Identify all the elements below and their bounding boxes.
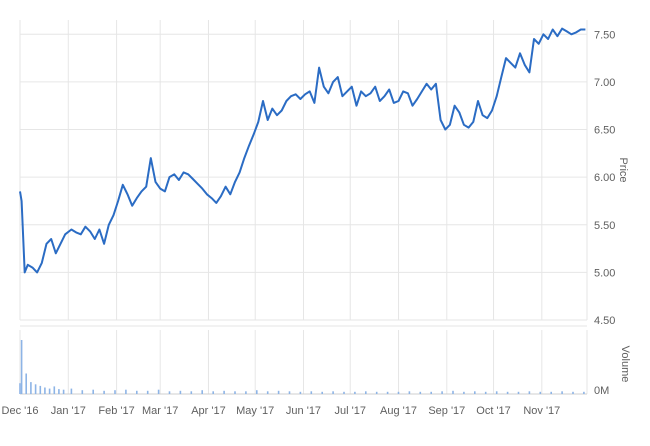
x-tick-label: Apr '17 bbox=[191, 405, 226, 417]
volume-bar bbox=[136, 390, 138, 394]
price-y-tick-label: 6.00 bbox=[594, 172, 615, 184]
volume-bar bbox=[53, 386, 56, 394]
volume-bar bbox=[146, 390, 149, 394]
volume-bar bbox=[62, 389, 65, 394]
volume-y-tick-label: 0M bbox=[594, 385, 609, 397]
price-line bbox=[19, 27, 586, 274]
volume-bar bbox=[25, 373, 27, 394]
volume-bar bbox=[386, 391, 389, 394]
volume-bar bbox=[572, 391, 574, 394]
x-tick-label: Mar '17 bbox=[142, 405, 178, 417]
volume-bar bbox=[419, 391, 422, 394]
volume-bar bbox=[452, 390, 454, 394]
volume-bar bbox=[201, 390, 203, 394]
volume-bar bbox=[70, 388, 73, 394]
volume-bar bbox=[561, 391, 563, 394]
volume-bar bbox=[321, 391, 323, 394]
volume-bar bbox=[550, 391, 552, 394]
volume-bar bbox=[528, 391, 531, 394]
x-tick-label: Aug '17 bbox=[380, 405, 417, 417]
price-y-tick-label: 5.00 bbox=[594, 267, 615, 279]
volume-bar bbox=[58, 389, 60, 394]
volume-bar bbox=[48, 388, 51, 394]
x-axis-ticks: Dec '16 Jan '17 Feb '17 Mar '17 Apr '17 May '… bbox=[2, 405, 561, 417]
x-tick-label: Dec '16 bbox=[2, 405, 39, 417]
volume-bar bbox=[397, 391, 400, 394]
price-y-tick-label: 6.50 bbox=[594, 125, 615, 137]
volume-axis-title: Volume bbox=[619, 346, 631, 383]
price-y-tick-label: 5.50 bbox=[594, 220, 615, 232]
volume-bar bbox=[583, 391, 585, 394]
volume-bar bbox=[266, 391, 269, 394]
volume-bar bbox=[343, 391, 345, 394]
x-tick-label: May '17 bbox=[236, 405, 274, 417]
volume-bar bbox=[212, 391, 214, 394]
volume-bar bbox=[223, 390, 225, 394]
x-tick-label: Sep '17 bbox=[428, 405, 465, 417]
volume-bar bbox=[256, 390, 258, 394]
x-tick-label: Feb '17 bbox=[98, 405, 134, 417]
price-gridlines bbox=[19, 20, 588, 327]
volume-bar bbox=[81, 390, 84, 394]
volume-bar bbox=[103, 390, 105, 394]
volume-bar bbox=[332, 391, 334, 394]
volume-bar bbox=[179, 390, 182, 394]
volume-bar bbox=[39, 385, 42, 394]
volume-bar bbox=[539, 391, 542, 394]
volume-bar bbox=[30, 382, 32, 394]
price-series bbox=[19, 27, 586, 274]
volume-bar bbox=[245, 391, 247, 394]
price-axis-title: Price bbox=[617, 157, 629, 182]
volume-bar bbox=[463, 391, 465, 394]
volume-bar bbox=[20, 340, 23, 394]
volume-bar bbox=[375, 391, 378, 394]
volume-bar bbox=[168, 391, 171, 394]
volume-bars bbox=[19, 340, 585, 394]
volume-bar bbox=[365, 391, 367, 394]
price-y-tick-label: 7.00 bbox=[594, 77, 615, 89]
volume-bar bbox=[157, 389, 160, 394]
price-y-axis-ticks: 4.50 5.00 5.50 6.00 6.50 7.00 7.50 bbox=[594, 29, 615, 327]
volume-bar bbox=[125, 389, 127, 394]
volume-bar bbox=[44, 387, 46, 394]
volume-bar bbox=[484, 391, 487, 394]
x-tick-label: Jun '17 bbox=[286, 405, 321, 417]
volume-bar bbox=[474, 391, 476, 394]
volume-bar bbox=[310, 391, 313, 394]
volume-bar bbox=[92, 389, 94, 394]
volume-bar bbox=[506, 391, 509, 394]
volume-bar bbox=[277, 390, 280, 394]
volume-bar bbox=[288, 391, 291, 394]
volume-gridlines bbox=[19, 330, 588, 395]
volume-bar bbox=[495, 391, 498, 394]
volume-bar bbox=[190, 391, 193, 394]
volume-bar bbox=[408, 391, 411, 394]
price-y-tick-label: 7.50 bbox=[594, 29, 615, 41]
volume-bar bbox=[114, 390, 116, 394]
x-tick-label: Nov '17 bbox=[523, 405, 560, 417]
x-tick-label: Jul '17 bbox=[335, 405, 366, 417]
volume-bar bbox=[354, 391, 356, 394]
volume-bar bbox=[430, 391, 432, 394]
volume-bar bbox=[299, 391, 302, 394]
x-tick-label: Jan '17 bbox=[51, 405, 86, 417]
volume-bar bbox=[441, 391, 443, 394]
volume-bar bbox=[34, 384, 37, 394]
price-y-tick-label: 4.50 bbox=[594, 315, 615, 327]
volume-bar bbox=[517, 391, 520, 394]
x-tick-label: Oct '17 bbox=[476, 405, 511, 417]
volume-bar bbox=[19, 383, 21, 394]
volume-bar bbox=[234, 391, 236, 394]
